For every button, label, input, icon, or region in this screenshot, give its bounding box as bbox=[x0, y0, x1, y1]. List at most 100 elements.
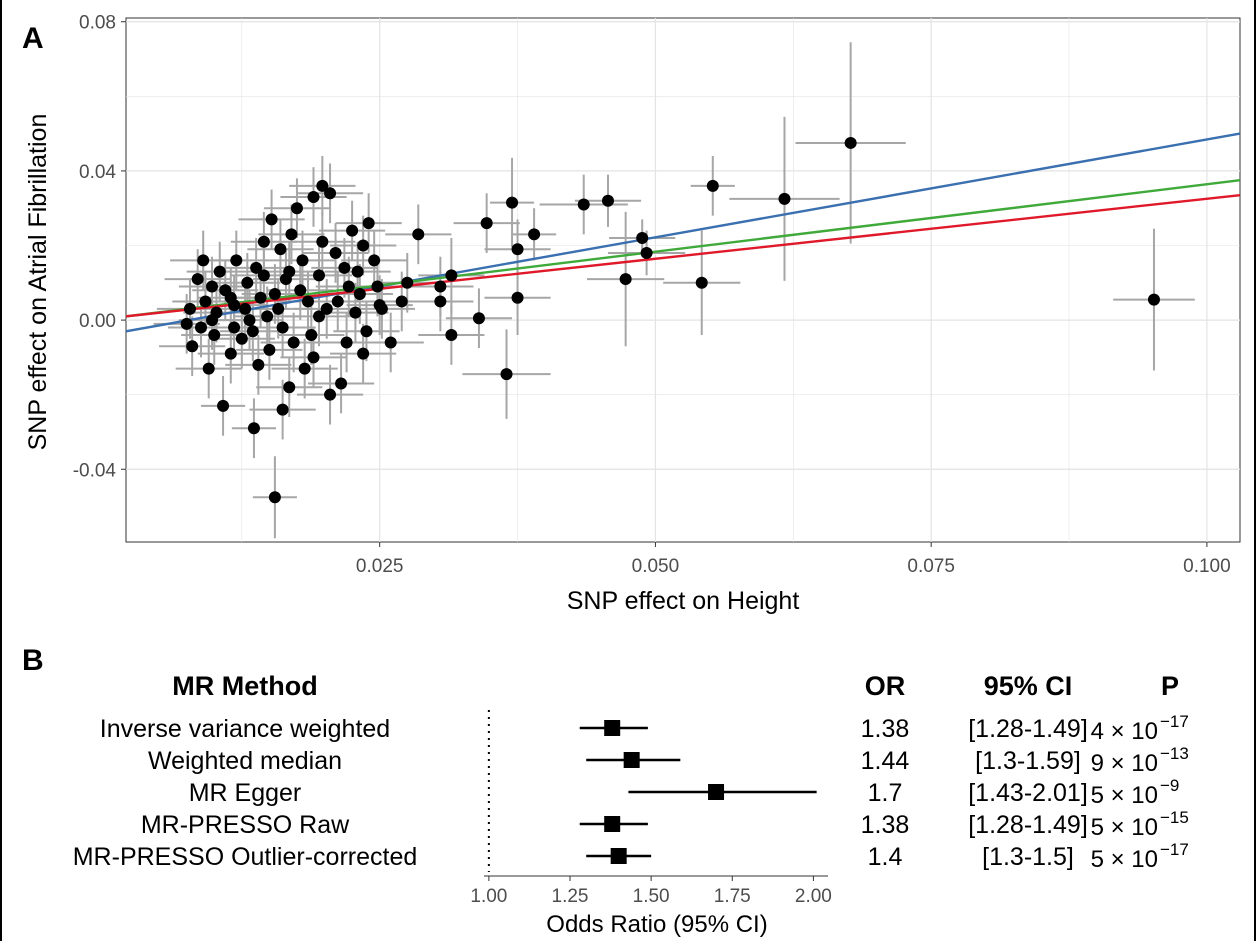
scatter-y-axis-label: SNP effect on Atrial Fibrillation bbox=[24, 114, 52, 451]
method-label: Inverse variance weighted bbox=[100, 715, 390, 743]
method-label: Weighted median bbox=[148, 747, 342, 775]
data-point bbox=[250, 261, 263, 274]
forest-row: MR Egger 1.7 [1.43-2.01] 5 × 10 −9 bbox=[189, 776, 1180, 809]
data-point bbox=[186, 340, 199, 353]
y-tick-label: 0.00 bbox=[79, 311, 116, 332]
data-point bbox=[324, 388, 337, 401]
x-tick-label: 0.025 bbox=[356, 556, 404, 577]
data-point bbox=[320, 302, 333, 315]
data-point bbox=[778, 192, 791, 205]
data-point bbox=[472, 312, 485, 325]
data-point bbox=[290, 202, 303, 215]
data-point bbox=[434, 280, 447, 293]
p-value-exponent: −15 bbox=[1160, 808, 1189, 827]
forest-tick-label: 1.00 bbox=[470, 886, 507, 907]
data-point bbox=[342, 280, 355, 293]
regression-line bbox=[125, 193, 1241, 318]
x-tick-label: 0.100 bbox=[1183, 556, 1231, 577]
data-point bbox=[254, 291, 267, 304]
data-point bbox=[202, 362, 215, 375]
data-point bbox=[252, 358, 265, 371]
data-point bbox=[577, 198, 590, 211]
data-point bbox=[346, 224, 359, 237]
data-point bbox=[230, 254, 243, 267]
data-point bbox=[268, 287, 281, 300]
p-value-exponent: −13 bbox=[1160, 744, 1189, 763]
data-point bbox=[305, 329, 318, 342]
data-point bbox=[316, 235, 329, 248]
data-point bbox=[285, 228, 298, 241]
forest-x-ticks: 1.00 1.25 1.50 1.75 2.00 bbox=[470, 876, 832, 907]
data-point bbox=[241, 276, 254, 289]
data-point bbox=[601, 194, 614, 207]
data-point bbox=[224, 291, 237, 304]
data-point bbox=[445, 329, 458, 342]
data-point bbox=[316, 179, 329, 192]
ci-value: [1.43-2.01] bbox=[968, 779, 1088, 807]
data-point bbox=[371, 280, 384, 293]
data-point bbox=[213, 265, 226, 278]
or-value: 1.4 bbox=[868, 843, 903, 871]
data-point bbox=[335, 377, 348, 390]
forest-header-p: P bbox=[1161, 671, 1179, 701]
data-point bbox=[195, 321, 208, 334]
data-point bbox=[287, 336, 300, 349]
data-point bbox=[183, 302, 196, 315]
data-point bbox=[500, 368, 513, 381]
data-point bbox=[276, 321, 289, 334]
scatter-x-ticks: 0.025 0.050 0.075 0.100 bbox=[356, 542, 1231, 577]
or-value: 1.38 bbox=[861, 811, 910, 839]
data-point bbox=[331, 295, 344, 308]
data-point bbox=[243, 314, 256, 327]
data-point bbox=[362, 217, 375, 230]
data-point bbox=[329, 246, 342, 259]
data-point bbox=[294, 284, 307, 297]
data-point bbox=[695, 276, 708, 289]
data-point bbox=[239, 302, 252, 315]
data-point bbox=[197, 254, 210, 267]
y-tick-label: 0.04 bbox=[79, 162, 116, 183]
data-point bbox=[357, 347, 370, 360]
data-point bbox=[224, 347, 237, 360]
or-marker bbox=[604, 720, 621, 736]
panel-label-b: B bbox=[22, 644, 44, 677]
ci-value: [1.3-1.5] bbox=[982, 843, 1074, 871]
data-point bbox=[511, 291, 524, 304]
forest-header-or: OR bbox=[865, 671, 906, 701]
data-point bbox=[276, 403, 289, 416]
data-point bbox=[199, 295, 212, 308]
data-point bbox=[353, 287, 366, 300]
p-value: 5 × 10 bbox=[1091, 814, 1158, 841]
data-point bbox=[206, 280, 219, 293]
data-point bbox=[265, 213, 278, 226]
data-point bbox=[506, 196, 519, 209]
data-point bbox=[528, 228, 541, 241]
p-value-exponent: −17 bbox=[1160, 712, 1189, 731]
forest-header-method: MR Method bbox=[172, 671, 317, 701]
or-value: 1.7 bbox=[868, 779, 903, 807]
or-marker bbox=[623, 752, 640, 768]
p-value-exponent: −17 bbox=[1160, 840, 1189, 859]
data-point bbox=[206, 314, 219, 327]
scatter-points bbox=[180, 136, 1160, 504]
data-point bbox=[180, 317, 193, 330]
p-value-exponent: −9 bbox=[1160, 776, 1179, 795]
data-point bbox=[228, 321, 241, 334]
forest-row: Inverse variance weighted 1.38 [1.28-1.49]… bbox=[100, 712, 1189, 745]
y-tick-label: 0.08 bbox=[79, 13, 116, 34]
data-point bbox=[235, 332, 248, 345]
data-point bbox=[272, 302, 285, 315]
regression-line bbox=[125, 179, 1241, 318]
data-point bbox=[511, 243, 524, 256]
forest-row: Weighted median 1.44 [1.3-1.59] 9 × 10 −13 bbox=[148, 744, 1189, 777]
data-point bbox=[395, 295, 408, 308]
data-point bbox=[313, 310, 326, 323]
data-point bbox=[1147, 293, 1160, 306]
data-point bbox=[307, 191, 320, 204]
data-point bbox=[445, 269, 458, 282]
data-point bbox=[349, 306, 362, 319]
scatter-x-axis-label: SNP effect on Height bbox=[567, 587, 800, 615]
scatter-panel: 0.025 0.050 0.075 0.100 -0.04 0.00 0.04 0.08 S… bbox=[24, 13, 1241, 615]
